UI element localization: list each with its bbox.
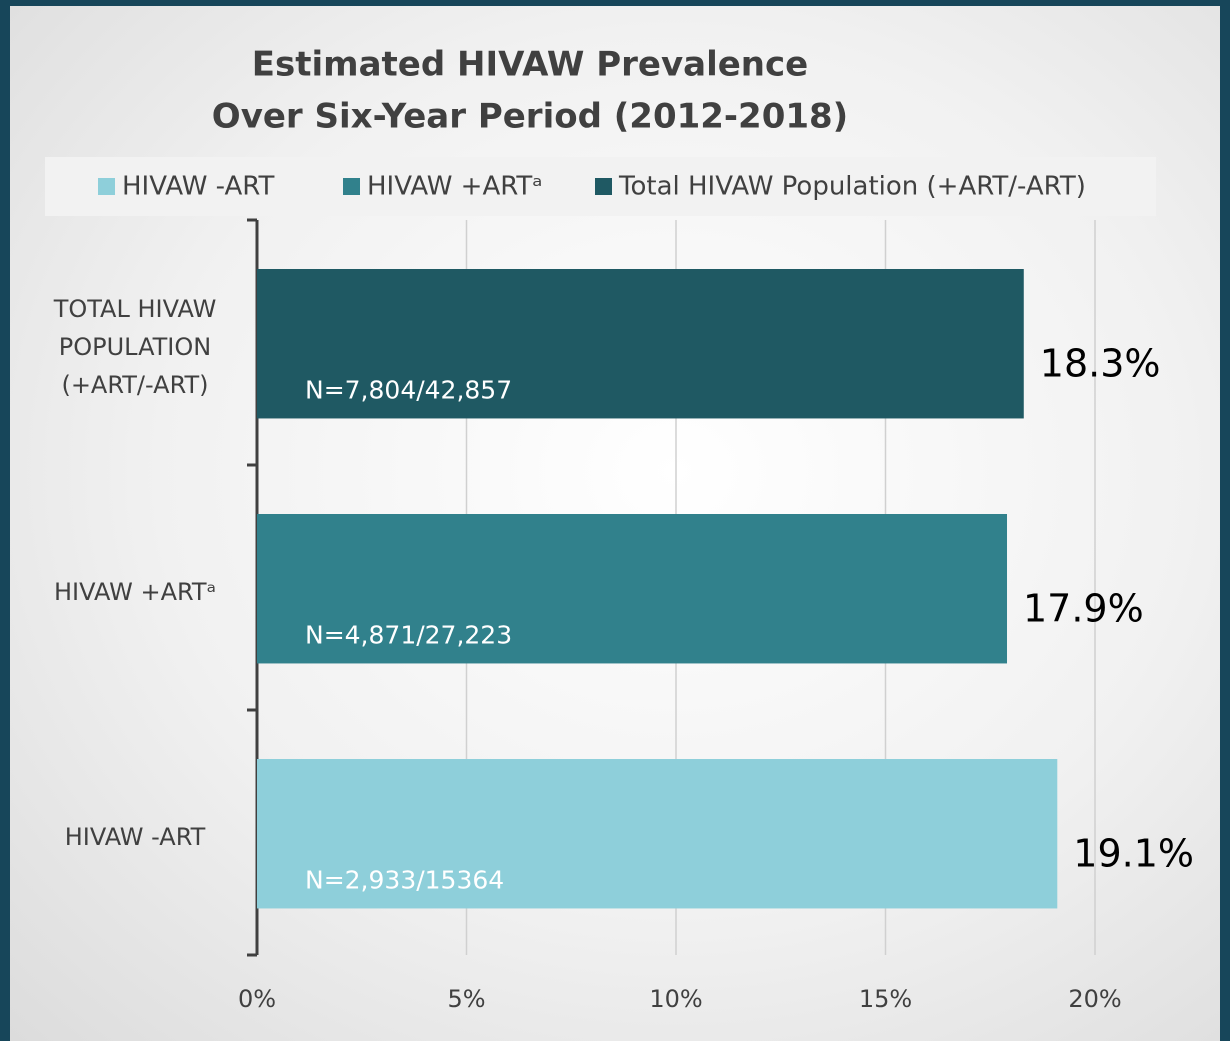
legend-swatch — [343, 178, 360, 195]
bar-annotation: N=2,933/15364 — [305, 866, 504, 895]
value-label: 19.1% — [1073, 832, 1194, 876]
legend-label: HIVAW +ARTᵃ — [367, 172, 543, 202]
bar-annotation: N=4,871/27,223 — [305, 621, 512, 650]
chart-title: Estimated HIVAW Prevalence — [252, 45, 808, 85]
x-tick-label: 5% — [447, 985, 485, 1013]
bar — [257, 269, 1024, 419]
y-tick-label: TOTAL HIVAW POPULATION (+ART/-ART) — [53, 294, 217, 399]
legend-label: HIVAW -ART — [122, 172, 274, 202]
y-tick-label: HIVAW -ART — [64, 822, 206, 851]
legend-label: Total HIVAW Population (+ART/-ART) — [618, 172, 1086, 202]
x-tick-label: 10% — [649, 985, 702, 1013]
value-label: 17.9% — [1023, 587, 1144, 631]
bar-annotation: N=7,804/42,857 — [305, 376, 512, 405]
value-label: 18.3% — [1040, 342, 1161, 386]
bar — [257, 759, 1058, 909]
y-tick-label: HIVAW +ARTᵃ — [54, 577, 216, 606]
legend-swatch — [98, 178, 115, 195]
legend-swatch — [595, 178, 612, 195]
x-tick-label: 15% — [859, 985, 912, 1013]
bar — [257, 514, 1008, 664]
chart-title: Over Six-Year Period (2012-2018) — [212, 97, 848, 137]
x-tick-label: 20% — [1068, 985, 1121, 1013]
x-tick-label: 0% — [238, 985, 276, 1013]
